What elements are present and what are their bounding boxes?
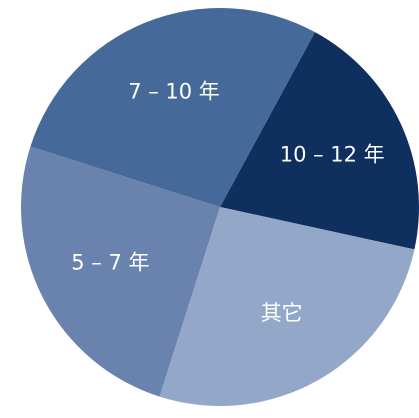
pie-slice-label: 其它	[261, 301, 303, 325]
pie-labels: 10 – 12 年其它 5 – 7 年 7 – 10 年	[71, 80, 384, 325]
pie-slices	[21, 8, 419, 406]
pie-slice	[220, 32, 419, 250]
pie-slice	[21, 146, 220, 397]
pie-slice	[30, 8, 315, 207]
pie-slice-label: 10 – 12 年	[280, 143, 385, 167]
pie-slice	[159, 207, 415, 406]
pie-slice-label: 7 – 10 年	[128, 80, 220, 104]
pie-slice-label: 5 – 7 年	[71, 251, 149, 275]
